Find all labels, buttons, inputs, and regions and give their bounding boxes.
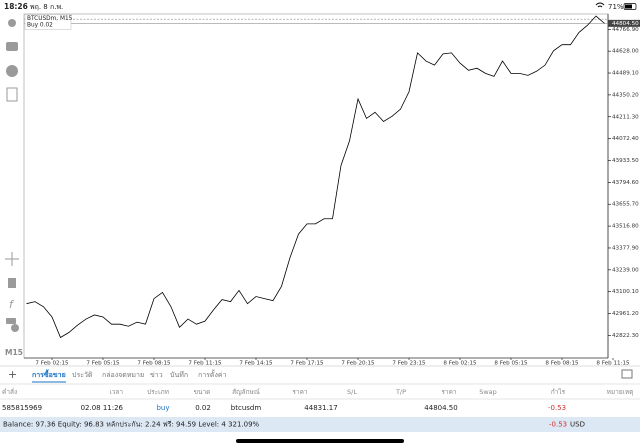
y-tick-label: 42822.30 [612,333,639,339]
positions-table: คำสั่ง เวลา ประเภท ขนาด สัญลักษณ์ ราคา S/L T/P ร… [0,387,640,412]
y-tick-label: 43377.90 [612,245,639,251]
cell-price: 44831.17 [304,404,337,412]
x-tick-label: 7 Feb 17:15 [290,361,324,367]
x-tick-label: 7 Feb 14:15 [239,361,273,367]
y-tick-label: 43239.00 [612,267,639,273]
x-tick-label: 7 Feb 20:15 [341,361,375,367]
cell-profit: -0.53 [548,404,566,412]
cell-time: 02.08 11:26 [81,404,124,412]
x-tick-label: 7 Feb 11:15 [188,361,222,367]
y-tick-label: 44072.40 [612,136,639,142]
x-tick-label: 8 Feb 05:15 [494,361,528,367]
cell-symbol: btcusdm [231,404,262,412]
column-header: เวลา [109,388,123,396]
battery-level: 71% [608,3,624,11]
column-header: Swap [479,388,497,396]
tab[interactable]: บันทึก [170,370,188,379]
tab[interactable]: ประวัติ [72,371,93,379]
battery-fill [625,4,632,9]
add-button[interactable]: + [8,368,17,381]
y-tick-label: 44211.30 [612,114,639,120]
cell-type: buy [156,404,169,412]
y-tick-label: 44489.10 [612,71,639,77]
toolbar: f [5,19,19,332]
tabs: การซื้อขาย ประวัติ กล่องจดหมาย ข่าว บันทึก กา… [32,368,227,383]
column-header: สัญลักษณ์ [232,388,260,396]
x-tick-label: 8 Feb 02:15 [443,361,477,367]
tab[interactable]: การตั้งค่า [198,368,227,379]
tab[interactable]: การซื้อขาย [32,368,66,379]
cell-current-price: 44804.50 [424,404,457,412]
cell-order: 585815969 [2,404,42,412]
x-tick-label: 8 Feb 08:15 [545,361,579,367]
chart-title: BTCUSDm, M15 [27,16,73,22]
column-header: ราคา [441,388,456,396]
x-tick-label: 7 Feb 08:15 [137,361,171,367]
y-tick-label: 44628.00 [612,49,639,55]
y-tick-label: 42961.20 [612,311,639,317]
y-tick-label: 43794.60 [612,180,639,186]
trade-icon[interactable] [6,42,18,51]
y-tick-label: 44766.90 [612,27,639,33]
chart: 42822.30 42961.20 43100.10 43239.00 43377.90… [24,15,640,367]
column-header: ประเภท [147,388,169,396]
battery-icon [623,3,637,10]
candle-icon[interactable] [8,278,16,288]
chart-subtitle: Buy 0.02 [27,23,53,29]
expand-icon[interactable] [621,369,633,379]
new-doc-icon[interactable] [6,87,18,102]
price-label: 44804.50 [612,21,639,27]
status-time: 18:26 [4,2,28,11]
price-line-series [26,15,605,339]
objects-icon-2[interactable] [11,324,19,332]
account-icon[interactable] [8,19,16,27]
column-header: ราคา [292,388,307,396]
y-tick-label: 43933.50 [612,158,639,164]
total-profit: -0.53 [549,421,567,429]
objects-icon[interactable] [6,318,16,324]
column-header: หมายเหตุ [607,388,634,396]
balance-bar [0,417,640,432]
tab[interactable]: กล่องจดหมาย [102,371,144,379]
column-header: กำไร [551,388,566,396]
y-tick-label: 43100.10 [612,289,639,295]
column-header: ขนาด [194,388,211,396]
currency: USD [570,421,585,429]
y-tick-label: 43516.80 [612,224,639,230]
tab[interactable]: ข่าว [150,371,163,379]
chat-icon[interactable] [6,65,18,77]
indicator-icon[interactable]: f [9,298,15,311]
x-tick-label: 8 Feb 11:15 [596,361,630,367]
home-indicator [236,439,404,443]
chart-info-box [24,14,72,30]
timeframe[interactable]: M15 [5,348,23,357]
y-tick-label: 44350.20 [612,92,639,98]
balance-summary: Balance: 97.36 Equity: 96.83 หลักประกัน:… [3,421,260,429]
status-date: พฤ. 8 ก.พ. [30,3,63,11]
column-header: T/P [395,388,406,396]
crosshair-icon[interactable] [5,252,19,266]
x-tick-label: 7 Feb 02:15 [35,361,69,367]
column-header: S/L [347,388,357,396]
x-tick-label: 7 Feb 05:15 [86,361,120,367]
cell-size: 0.02 [195,404,211,412]
wifi-icon [595,2,605,8]
y-tick-label: 43655.70 [612,202,639,208]
x-tick-label: 7 Feb 23:15 [392,361,426,367]
column-header: คำสั่ง [2,387,17,396]
price-label-box [608,19,640,27]
